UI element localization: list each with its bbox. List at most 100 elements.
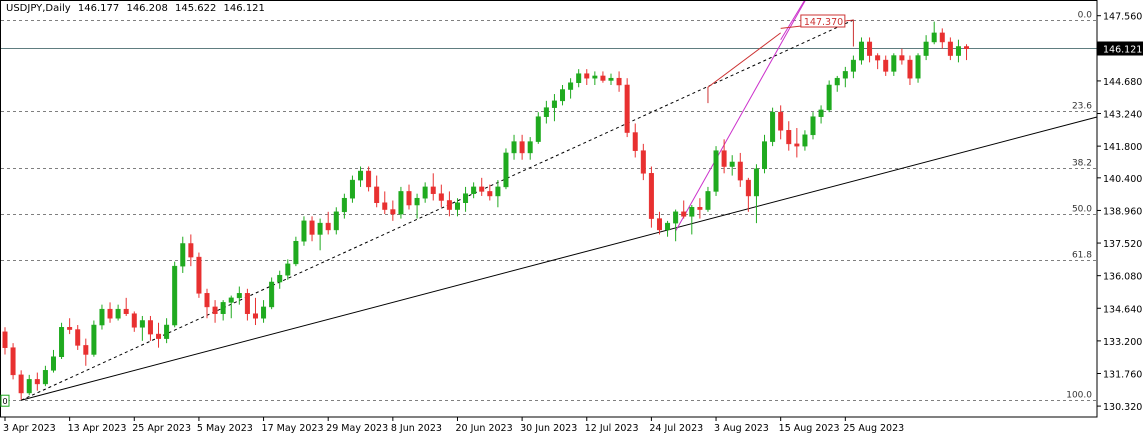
candle-body	[341, 197, 347, 213]
x-tick-label: 12 Jul 2023	[585, 423, 639, 434]
candle-body	[891, 55, 897, 72]
candle-body	[802, 134, 808, 147]
y-tick-label: 136.080	[1103, 272, 1142, 283]
candle-body	[858, 41, 864, 61]
x-tick-label: 3 Aug 2023	[714, 423, 769, 434]
support-trendline	[21, 116, 1098, 401]
label-layer: 146.121 147.370 0	[0, 14, 1143, 407]
trendline-layer	[20, 0, 1098, 401]
y-tick-label: 144.680	[1103, 77, 1142, 88]
candle-body	[10, 347, 16, 376]
candle-body	[519, 141, 525, 154]
x-tick-label: 5 May 2023	[197, 423, 253, 434]
candle-body	[244, 293, 250, 314]
candle-body	[939, 32, 945, 43]
x-tick-label: 24 Jul 2023	[649, 423, 703, 434]
candle-body	[616, 77, 622, 86]
candle-body	[713, 150, 719, 192]
candle-body	[398, 191, 404, 215]
candle-body	[471, 186, 477, 194]
candle-body	[139, 320, 145, 328]
y-tick-label: 130.320	[1103, 402, 1142, 413]
ohlc-low: 145.622	[175, 3, 217, 14]
fib-level-label: 23.6	[1072, 102, 1092, 112]
x-tick-label: 17 May 2023	[262, 423, 324, 434]
candle-body	[850, 59, 856, 72]
candle-body	[59, 327, 65, 357]
candle-body	[479, 186, 485, 192]
candle-body	[681, 211, 687, 217]
y-tick-label: 131.760	[1103, 369, 1142, 380]
candle-body	[875, 55, 881, 61]
candle-body	[414, 197, 420, 206]
candle-body	[503, 152, 509, 188]
candle-body	[422, 186, 428, 199]
candle-body	[188, 243, 194, 258]
candle-body	[196, 256, 202, 294]
x-tick-label: 20 Jun 2023	[455, 423, 512, 434]
candle-body	[818, 109, 824, 117]
candle-body	[632, 132, 638, 151]
low-marker-box	[0, 394, 10, 407]
plot-frame	[0, 0, 1098, 418]
candle-body	[50, 356, 56, 371]
y-tick-label: 134.640	[1103, 304, 1142, 315]
candle-body	[107, 308, 113, 319]
candle-body	[277, 274, 283, 283]
candle-body	[293, 240, 299, 265]
candle-body	[301, 220, 307, 242]
candle-body	[325, 222, 331, 231]
fib-level-label: 50.0	[1072, 205, 1092, 215]
candle-body	[358, 170, 364, 181]
candle-body	[705, 191, 711, 210]
candle-body	[406, 191, 412, 206]
candle-body	[794, 143, 800, 147]
candle-body	[333, 211, 339, 231]
x-tick-label: 13 Apr 2023	[68, 423, 127, 434]
candle-body	[543, 107, 549, 117]
candle-body	[42, 370, 48, 385]
y-tick-label: 140.400	[1103, 174, 1142, 185]
candle-body	[180, 243, 186, 267]
candle-body	[624, 84, 630, 133]
low-marker-label: 0	[3, 397, 8, 406]
candle-body	[551, 100, 557, 108]
candle-body	[511, 141, 517, 154]
candle-body	[164, 324, 170, 339]
candle-body	[737, 161, 743, 181]
ohlc-open: 146.177	[77, 3, 120, 14]
candle-body	[665, 222, 671, 231]
candle-body	[745, 179, 751, 197]
candle-body	[786, 130, 792, 145]
x-tick-label: 30 Jun 2023	[520, 423, 577, 434]
candle-body	[576, 73, 582, 83]
candle-body	[834, 77, 840, 86]
y-tick-label: 147.560	[1103, 12, 1142, 23]
candle-body	[390, 209, 396, 215]
high-label-box	[800, 14, 846, 28]
candle-body	[75, 329, 81, 346]
candle-body	[721, 150, 727, 167]
candle-body	[899, 55, 905, 61]
candle-body	[147, 320, 153, 335]
candle-body	[915, 55, 921, 79]
candle-body	[867, 41, 873, 56]
candle-body	[729, 161, 735, 167]
candle-body	[236, 293, 242, 299]
candle-body	[131, 313, 137, 328]
candle-body	[285, 263, 291, 276]
last-price-label: 146.121	[1103, 45, 1142, 56]
candle-body	[535, 116, 541, 142]
candle-body	[374, 186, 380, 203]
x-tick-label: 3 Apr 2023	[3, 423, 56, 434]
candle-body	[252, 313, 258, 319]
candle-body	[123, 308, 129, 314]
candle-body	[495, 186, 501, 197]
candle-body	[366, 170, 372, 188]
candle-body	[584, 73, 590, 79]
candle-body	[964, 46, 970, 50]
candle-body	[842, 71, 848, 79]
candle-body	[923, 41, 929, 56]
x-tick-label: 25 Apr 2023	[132, 423, 191, 434]
